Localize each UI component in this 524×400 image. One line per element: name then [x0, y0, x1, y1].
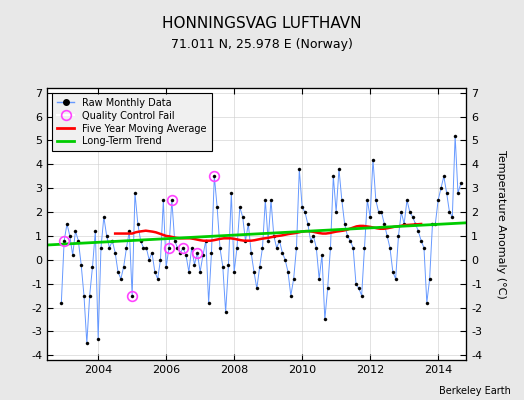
- Text: HONNINGSVAG LUFTHAVN: HONNINGSVAG LUFTHAVN: [162, 16, 362, 31]
- Legend: Raw Monthly Data, Quality Control Fail, Five Year Moving Average, Long-Term Tren: Raw Monthly Data, Quality Control Fail, …: [52, 93, 212, 151]
- Text: Berkeley Earth: Berkeley Earth: [439, 386, 511, 396]
- Y-axis label: Temperature Anomaly (°C): Temperature Anomaly (°C): [496, 150, 506, 298]
- Text: 71.011 N, 25.978 E (Norway): 71.011 N, 25.978 E (Norway): [171, 38, 353, 51]
